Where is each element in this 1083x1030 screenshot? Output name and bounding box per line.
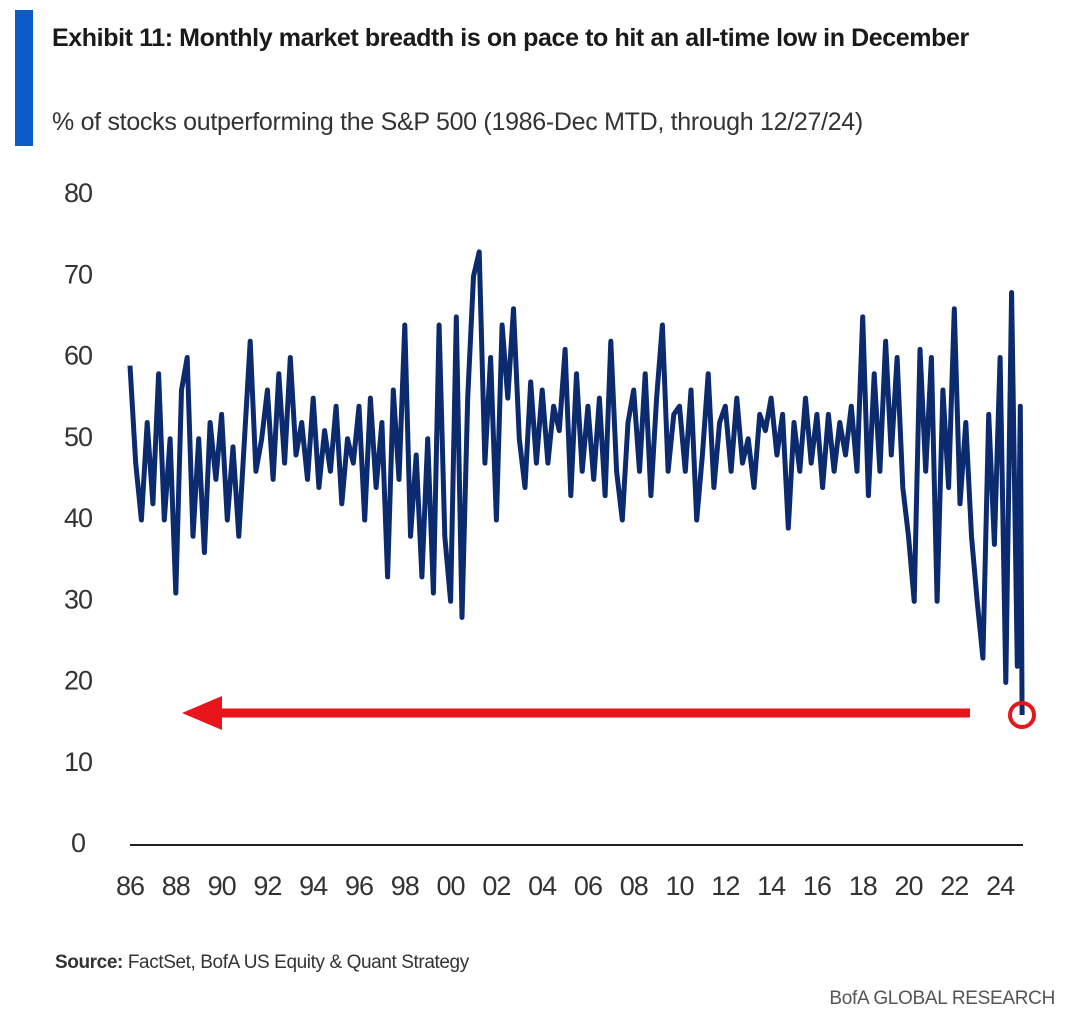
x-tick-label: 94: [299, 871, 328, 901]
y-tick-label: 80: [64, 178, 92, 208]
x-tick-label: 88: [162, 871, 190, 901]
x-tick-label: 08: [620, 871, 648, 901]
source: Source: FactSet, BofA US Equity & Quant …: [55, 952, 469, 974]
arrow-head: [182, 696, 222, 730]
y-tick-label: 50: [64, 422, 92, 452]
branding: BofA GLOBAL RESEARCH: [829, 988, 1055, 1009]
x-tick-label: 18: [849, 871, 877, 901]
chart-title: Exhibit 11: Monthly market breadth is on…: [52, 24, 969, 52]
highlight-circle: [1008, 701, 1036, 729]
x-tick-label: 90: [208, 871, 236, 901]
x-tick-label: 00: [437, 871, 465, 901]
chart-subtitle: % of stocks outperforming the S&P 500 (1…: [52, 108, 863, 136]
x-tick-label: 20: [894, 871, 922, 901]
x-tick-label: 96: [345, 871, 373, 901]
x-tick-label: 12: [711, 871, 739, 901]
x-tick-label: 04: [528, 871, 557, 901]
y-tick-label: 20: [64, 666, 92, 696]
x-tick-label: 14: [757, 871, 786, 901]
x-tick-label: 98: [391, 871, 419, 901]
x-tick-label: 02: [482, 871, 510, 901]
y-tick-label: 0: [71, 828, 85, 858]
y-tick-label: 60: [64, 341, 92, 371]
x-tick-label: 06: [574, 871, 602, 901]
x-tick-label: 10: [666, 871, 694, 901]
x-tick-label: 24: [986, 871, 1015, 901]
x-tick-label: 92: [253, 871, 281, 901]
y-tick-label: 10: [64, 747, 92, 777]
x-tick-label: 16: [803, 871, 831, 901]
y-tick-label: 30: [64, 584, 92, 614]
y-tick-label: 40: [64, 503, 92, 533]
y-tick-label: 70: [64, 259, 92, 289]
source-label: Source:: [55, 952, 123, 973]
source-text: FactSet, BofA US Equity & Quant Strategy: [127, 952, 469, 973]
x-tick-label: 22: [940, 871, 968, 901]
x-tick-label: 86: [116, 871, 144, 901]
line-series: [127, 249, 1025, 716]
accent-bar: [15, 10, 33, 146]
